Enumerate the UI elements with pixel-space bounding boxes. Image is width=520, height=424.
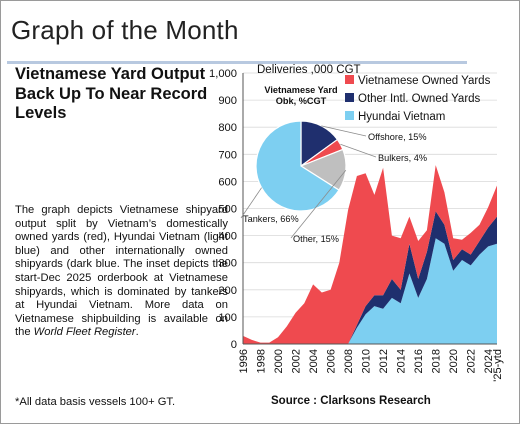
y-tick-label: 1,000: [209, 68, 237, 80]
x-tick-label: 2012: [378, 349, 390, 373]
y-tick-label: 0: [231, 339, 237, 351]
pie-slice-label: Other, 15%: [293, 234, 339, 244]
y-tick-label: 900: [218, 95, 237, 107]
x-tick-label: 2008: [343, 349, 355, 373]
x-tick-label: 2016: [413, 349, 425, 373]
area-vietnamese-owned-yards: [243, 165, 497, 344]
y-tick-label: 300: [218, 258, 237, 270]
x-tick-label: 1998: [256, 349, 268, 373]
y-tick-label: 500: [218, 204, 237, 216]
x-tick-label: 2010: [361, 349, 373, 373]
y-tick-label: 800: [218, 122, 237, 134]
x-tick-label: 2004: [308, 349, 320, 373]
y-tick-label: 100: [218, 312, 237, 324]
area-hyundai-vietnam: [243, 238, 497, 344]
axes: [242, 73, 497, 345]
y-tick-label: 400: [218, 231, 237, 243]
y-tick-label: 200: [218, 285, 237, 297]
footnote: *All data basis vessels 100+ GT.: [15, 396, 176, 408]
page-subtitle: Vietnamese Yard Output Back Up To Near R…: [15, 65, 208, 122]
x-tick-label: 2024: [483, 349, 495, 373]
x-tick-label: 2022: [466, 349, 478, 373]
legend-label: Other Intl. Owned Yards: [358, 93, 481, 105]
description-part2: .: [135, 326, 139, 339]
pie-slice-label: Bulkers, 4%: [378, 153, 427, 163]
x-tick-label: 2020: [448, 349, 460, 373]
x-tick-label: 2002: [291, 349, 303, 373]
y-axis-label: Deliveries ,000 CGT: [257, 64, 361, 76]
description-part1: The graph depicts Vietnamese shipyard ou…: [15, 204, 228, 339]
pie-slice-label: Offshore, 15%: [368, 132, 427, 142]
source-note: Source : Clarksons Research: [271, 395, 431, 407]
chart-legend: Vietnamese Owned Yards Other Intl. Owned …: [345, 75, 491, 123]
x-tick-label: 2014: [396, 349, 408, 373]
world-fleet-register-link[interactable]: World Fleet Register: [33, 326, 136, 339]
pie-leader-line: [290, 169, 347, 239]
y-tick-label: 700: [218, 149, 237, 161]
pie-title: Obk, %CGT: [276, 96, 327, 106]
x-tick-label: 1996: [238, 349, 250, 373]
x-tick-labels: 1996 1998 2000 2002 2004 2006 2008 2010 2012 2014…: [238, 349, 504, 382]
legend-swatch: [345, 75, 354, 84]
x-tick-label: 2000: [273, 349, 285, 373]
pie-leader-line: [340, 143, 377, 158]
page-title: Graph of the Month: [11, 15, 239, 45]
title-divider: [7, 61, 467, 64]
pie-leader-line: [240, 187, 262, 219]
area-series: [243, 165, 497, 344]
legend-label: Vietnamese Owned Yards: [358, 75, 491, 87]
legend-swatch: [345, 93, 354, 102]
pie-leader-line: [321, 125, 367, 137]
legend-swatch: [345, 111, 354, 120]
y-tick-label: 600: [218, 176, 237, 188]
area-other-intl-owned-yards: [243, 211, 497, 344]
x-tick-label: '25-ytd: [492, 349, 504, 382]
x-tick-label: 2018: [431, 349, 443, 373]
description-text: The graph depicts Vietnamese shipyard ou…: [15, 204, 228, 340]
legend-label: Hyundai Vietnam: [358, 111, 445, 123]
pie-slice-label: Tankers, 66%: [243, 214, 299, 224]
y-tick-labels: 0 100 200 300 400 500 600 700 800 900 1,000: [209, 68, 237, 351]
pie-title: Vietnamese Yard: [264, 85, 337, 95]
x-tick-label: 2006: [326, 349, 338, 373]
